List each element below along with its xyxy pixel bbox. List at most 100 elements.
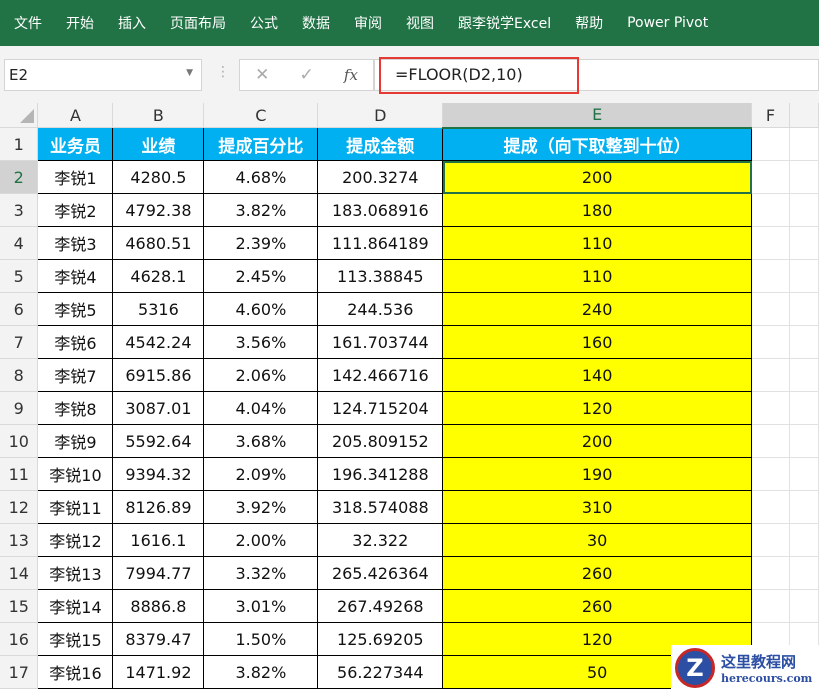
row-header[interactable]: 2 (0, 160, 39, 194)
data-cell[interactable]: 5592.64 (112, 424, 205, 458)
result-cell[interactable]: 110 (442, 226, 753, 260)
result-cell[interactable]: 190 (442, 457, 753, 491)
empty-cell[interactable] (789, 523, 819, 557)
column-header-d[interactable]: D (317, 103, 444, 128)
empty-cell[interactable] (789, 259, 819, 293)
row-header[interactable]: 12 (0, 490, 39, 524)
empty-cell[interactable] (789, 424, 819, 458)
data-cell[interactable]: 1471.92 (112, 655, 205, 689)
empty-cell[interactable] (789, 490, 819, 524)
row-header[interactable]: 9 (0, 391, 39, 425)
empty-cell[interactable] (789, 325, 819, 359)
result-cell[interactable]: 30 (442, 523, 753, 557)
empty-cell[interactable] (789, 193, 819, 227)
row-header[interactable]: 13 (0, 523, 39, 557)
data-cell[interactable]: 李锐4 (37, 259, 114, 293)
data-cell[interactable]: 3.92% (203, 490, 319, 524)
data-cell[interactable]: 4.68% (203, 160, 319, 194)
result-cell[interactable]: 240 (442, 292, 753, 326)
data-cell[interactable]: 267.49268 (317, 589, 444, 623)
row-header[interactable]: 14 (0, 556, 39, 590)
data-cell[interactable]: 3.01% (203, 589, 319, 623)
data-cell[interactable]: 8886.8 (112, 589, 205, 623)
data-cell[interactable]: 111.864189 (317, 226, 444, 260)
data-cell[interactable]: 6915.86 (112, 358, 205, 392)
column-header-a[interactable]: A (37, 103, 114, 128)
data-cell[interactable]: 56.227344 (317, 655, 444, 689)
header-cell[interactable]: 提成百分比 (203, 127, 319, 161)
data-cell[interactable]: 142.466716 (317, 358, 444, 392)
data-cell[interactable]: 8126.89 (112, 490, 205, 524)
data-cell[interactable]: 李锐14 (37, 589, 114, 623)
data-cell[interactable]: 32.322 (317, 523, 444, 557)
ribbon-tab[interactable]: 插入 (118, 16, 146, 32)
empty-cell[interactable] (751, 259, 790, 293)
empty-cell[interactable] (751, 523, 790, 557)
data-cell[interactable]: 2.00% (203, 523, 319, 557)
data-cell[interactable]: 244.536 (317, 292, 444, 326)
header-cell[interactable]: 业绩 (112, 127, 205, 161)
enter-icon[interactable]: ✓ (299, 65, 314, 85)
data-cell[interactable]: 李锐8 (37, 391, 114, 425)
data-cell[interactable]: 265.426364 (317, 556, 444, 590)
data-cell[interactable]: 3.82% (203, 193, 319, 227)
ribbon-tab[interactable]: 审阅 (354, 16, 382, 32)
result-cell[interactable]: 120 (442, 391, 753, 425)
result-cell[interactable]: 260 (442, 589, 753, 623)
column-header-f[interactable]: F (751, 103, 790, 128)
ribbon-tab[interactable]: 文件 (14, 16, 42, 32)
ribbon-tab[interactable]: Power Pivot (627, 15, 709, 31)
data-cell[interactable]: 2.09% (203, 457, 319, 491)
data-cell[interactable]: 196.341288 (317, 457, 444, 491)
empty-cell[interactable] (789, 226, 819, 260)
empty-cell[interactable] (789, 127, 819, 161)
empty-cell[interactable] (789, 556, 819, 590)
empty-cell[interactable] (789, 160, 819, 194)
data-cell[interactable]: 李锐9 (37, 424, 114, 458)
insert-function-icon[interactable]: fx (343, 66, 358, 84)
data-cell[interactable]: 4680.51 (112, 226, 205, 260)
data-cell[interactable]: 李锐10 (37, 457, 114, 491)
row-header[interactable]: 10 (0, 424, 39, 458)
row-header[interactable]: 6 (0, 292, 39, 326)
header-cell[interactable]: 提成金额 (317, 127, 444, 161)
data-cell[interactable]: 124.715204 (317, 391, 444, 425)
data-cell[interactable]: 3.32% (203, 556, 319, 590)
drag-handle-icon[interactable]: ⋮ (216, 64, 230, 80)
data-cell[interactable]: 李锐7 (37, 358, 114, 392)
empty-cell[interactable] (789, 358, 819, 392)
row-header[interactable]: 3 (0, 193, 39, 227)
data-cell[interactable]: 4792.38 (112, 193, 205, 227)
empty-cell[interactable] (751, 325, 790, 359)
data-cell[interactable]: 205.809152 (317, 424, 444, 458)
data-cell[interactable]: 7994.77 (112, 556, 205, 590)
data-cell[interactable]: 4.60% (203, 292, 319, 326)
data-cell[interactable]: 161.703744 (317, 325, 444, 359)
row-header[interactable]: 15 (0, 589, 39, 623)
ribbon-tab[interactable]: 帮助 (575, 16, 604, 32)
row-header[interactable]: 5 (0, 259, 39, 293)
empty-cell[interactable] (751, 556, 790, 590)
empty-cell[interactable] (751, 457, 790, 491)
empty-cell[interactable] (751, 292, 790, 326)
data-cell[interactable]: 李锐3 (37, 226, 114, 260)
result-cell[interactable]: 200 (442, 160, 753, 194)
data-cell[interactable]: 4542.24 (112, 325, 205, 359)
ribbon-tab[interactable]: 数据 (302, 16, 330, 32)
data-cell[interactable]: 113.38845 (317, 259, 444, 293)
empty-cell[interactable] (789, 457, 819, 491)
data-cell[interactable]: 3087.01 (112, 391, 205, 425)
data-cell[interactable]: 李锐13 (37, 556, 114, 590)
data-cell[interactable]: 李锐5 (37, 292, 114, 326)
row-header[interactable]: 16 (0, 622, 39, 656)
empty-cell[interactable] (751, 193, 790, 227)
row-header[interactable]: 4 (0, 226, 39, 260)
chevron-down-icon[interactable]: ▼ (186, 68, 193, 78)
data-cell[interactable]: 2.39% (203, 226, 319, 260)
ribbon-tab[interactable]: 视图 (406, 16, 434, 32)
data-cell[interactable]: 李锐12 (37, 523, 114, 557)
data-cell[interactable]: 4.04% (203, 391, 319, 425)
column-header-c[interactable]: C (203, 103, 319, 128)
header-cell[interactable]: 业务员 (37, 127, 114, 161)
ribbon-tab[interactable]: 跟李锐学Excel (458, 16, 552, 32)
